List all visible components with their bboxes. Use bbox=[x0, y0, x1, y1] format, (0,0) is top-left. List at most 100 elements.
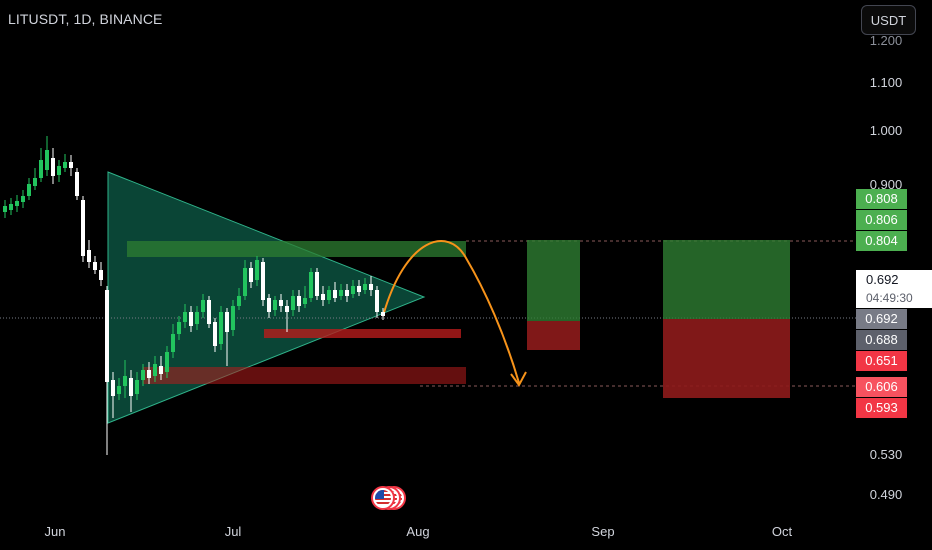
economic-events[interactable] bbox=[370, 486, 410, 512]
candle-body bbox=[3, 206, 7, 212]
candle-body bbox=[345, 290, 349, 296]
price-tick: 0.900 bbox=[869, 177, 903, 192]
candle-body bbox=[129, 378, 133, 396]
candle-body bbox=[93, 262, 97, 270]
candle-body bbox=[309, 272, 313, 298]
candle-body bbox=[99, 270, 103, 280]
candle-body bbox=[153, 364, 157, 376]
price-badge-tp: 0.808 bbox=[856, 189, 907, 209]
candle-body bbox=[69, 162, 73, 168]
candle-body bbox=[249, 268, 253, 282]
price-tick: 1.000 bbox=[869, 123, 903, 138]
support-zone-lower[interactable] bbox=[143, 367, 466, 384]
candle-body bbox=[81, 200, 85, 256]
candle-body bbox=[303, 298, 307, 304]
candle-body bbox=[375, 290, 379, 312]
candle-body bbox=[111, 380, 115, 396]
candle-body bbox=[87, 250, 91, 262]
candle-body bbox=[171, 334, 175, 352]
price-badge-level: 0.688 bbox=[856, 330, 907, 350]
candle-body bbox=[327, 290, 331, 300]
candle-body bbox=[165, 352, 169, 372]
resistance-zone[interactable] bbox=[127, 241, 466, 257]
candle-body bbox=[75, 172, 79, 196]
candle-body bbox=[33, 178, 37, 186]
short-position-risk[interactable] bbox=[527, 321, 580, 350]
time-label: Oct bbox=[771, 524, 793, 539]
candle-body bbox=[321, 294, 325, 300]
price-tick: 0.530 bbox=[869, 447, 903, 462]
price-tick: 0.490 bbox=[869, 487, 903, 502]
candle-body bbox=[357, 286, 361, 292]
bar-countdown: 04:49:30 bbox=[856, 288, 932, 308]
candle-body bbox=[363, 284, 367, 290]
price-badge-tp: 0.806 bbox=[856, 210, 907, 230]
candle-body bbox=[297, 296, 301, 306]
candle-body bbox=[381, 312, 385, 316]
position-profit[interactable] bbox=[663, 240, 790, 319]
symbol-title[interactable]: LITUSDT, 1D, BINANCE bbox=[8, 11, 163, 27]
candle-body bbox=[147, 370, 151, 378]
price-badge-stop: 0.593 bbox=[856, 398, 907, 418]
us-flag-icon[interactable] bbox=[371, 486, 395, 510]
price-badge-target: 0.606 bbox=[856, 377, 907, 397]
candle-body bbox=[291, 296, 295, 310]
candle-body bbox=[207, 300, 211, 324]
candle-body bbox=[201, 300, 205, 312]
candle-body bbox=[21, 196, 25, 202]
time-label: Jul bbox=[224, 524, 242, 539]
candle-body bbox=[57, 166, 61, 175]
price-tick: 1.200 bbox=[869, 33, 903, 48]
candle-body bbox=[213, 322, 217, 346]
candle-body bbox=[27, 184, 31, 196]
candle-body bbox=[279, 300, 283, 306]
candle-body bbox=[9, 204, 13, 210]
candle-body bbox=[219, 312, 223, 344]
candle-body bbox=[117, 386, 121, 394]
candle-body bbox=[15, 201, 19, 206]
candle-body bbox=[255, 260, 259, 280]
candle-body bbox=[51, 158, 55, 176]
support-zone-upper[interactable] bbox=[264, 329, 461, 338]
candle-body bbox=[195, 312, 199, 324]
candle-body bbox=[273, 300, 277, 310]
candle-body bbox=[333, 290, 337, 298]
candle-body bbox=[351, 286, 355, 294]
arrow-head-icon bbox=[510, 371, 527, 387]
candle-body bbox=[141, 370, 145, 380]
candle-body bbox=[105, 290, 109, 382]
candle-body bbox=[315, 272, 319, 296]
price-tick: 1.100 bbox=[869, 75, 903, 90]
price-badge-entry: 0.804 bbox=[856, 231, 907, 251]
time-label: Aug bbox=[406, 524, 430, 539]
price-badge-stop: 0.651 bbox=[856, 351, 907, 371]
candle-body bbox=[243, 268, 247, 296]
candle-body bbox=[135, 380, 139, 394]
candlestick-series bbox=[3, 136, 385, 455]
projection-arrow[interactable] bbox=[382, 240, 520, 384]
candle-body bbox=[177, 322, 181, 334]
candle-body bbox=[183, 312, 187, 322]
candle-body bbox=[189, 312, 193, 326]
candle-body bbox=[39, 160, 43, 178]
candle-body bbox=[267, 298, 271, 312]
candle-body bbox=[285, 306, 289, 312]
candle-body bbox=[369, 284, 373, 290]
candle-body bbox=[225, 312, 229, 332]
position-risk[interactable] bbox=[663, 319, 790, 398]
candle-body bbox=[63, 162, 67, 168]
last-price-badge: 0.692 bbox=[856, 270, 932, 290]
time-label: Sep bbox=[591, 524, 615, 539]
candle-body bbox=[339, 290, 343, 296]
candle-body bbox=[261, 262, 265, 300]
candle-body bbox=[237, 296, 241, 306]
crosshair-price-badge: 0.692 bbox=[856, 309, 907, 329]
candle-body bbox=[231, 306, 235, 330]
currency-button[interactable]: USDT bbox=[861, 5, 916, 35]
short-position-profit[interactable] bbox=[527, 240, 580, 321]
candle-body bbox=[159, 366, 163, 374]
candle-body bbox=[45, 150, 49, 170]
time-label: Jun bbox=[44, 524, 66, 539]
candle-body bbox=[123, 376, 127, 386]
